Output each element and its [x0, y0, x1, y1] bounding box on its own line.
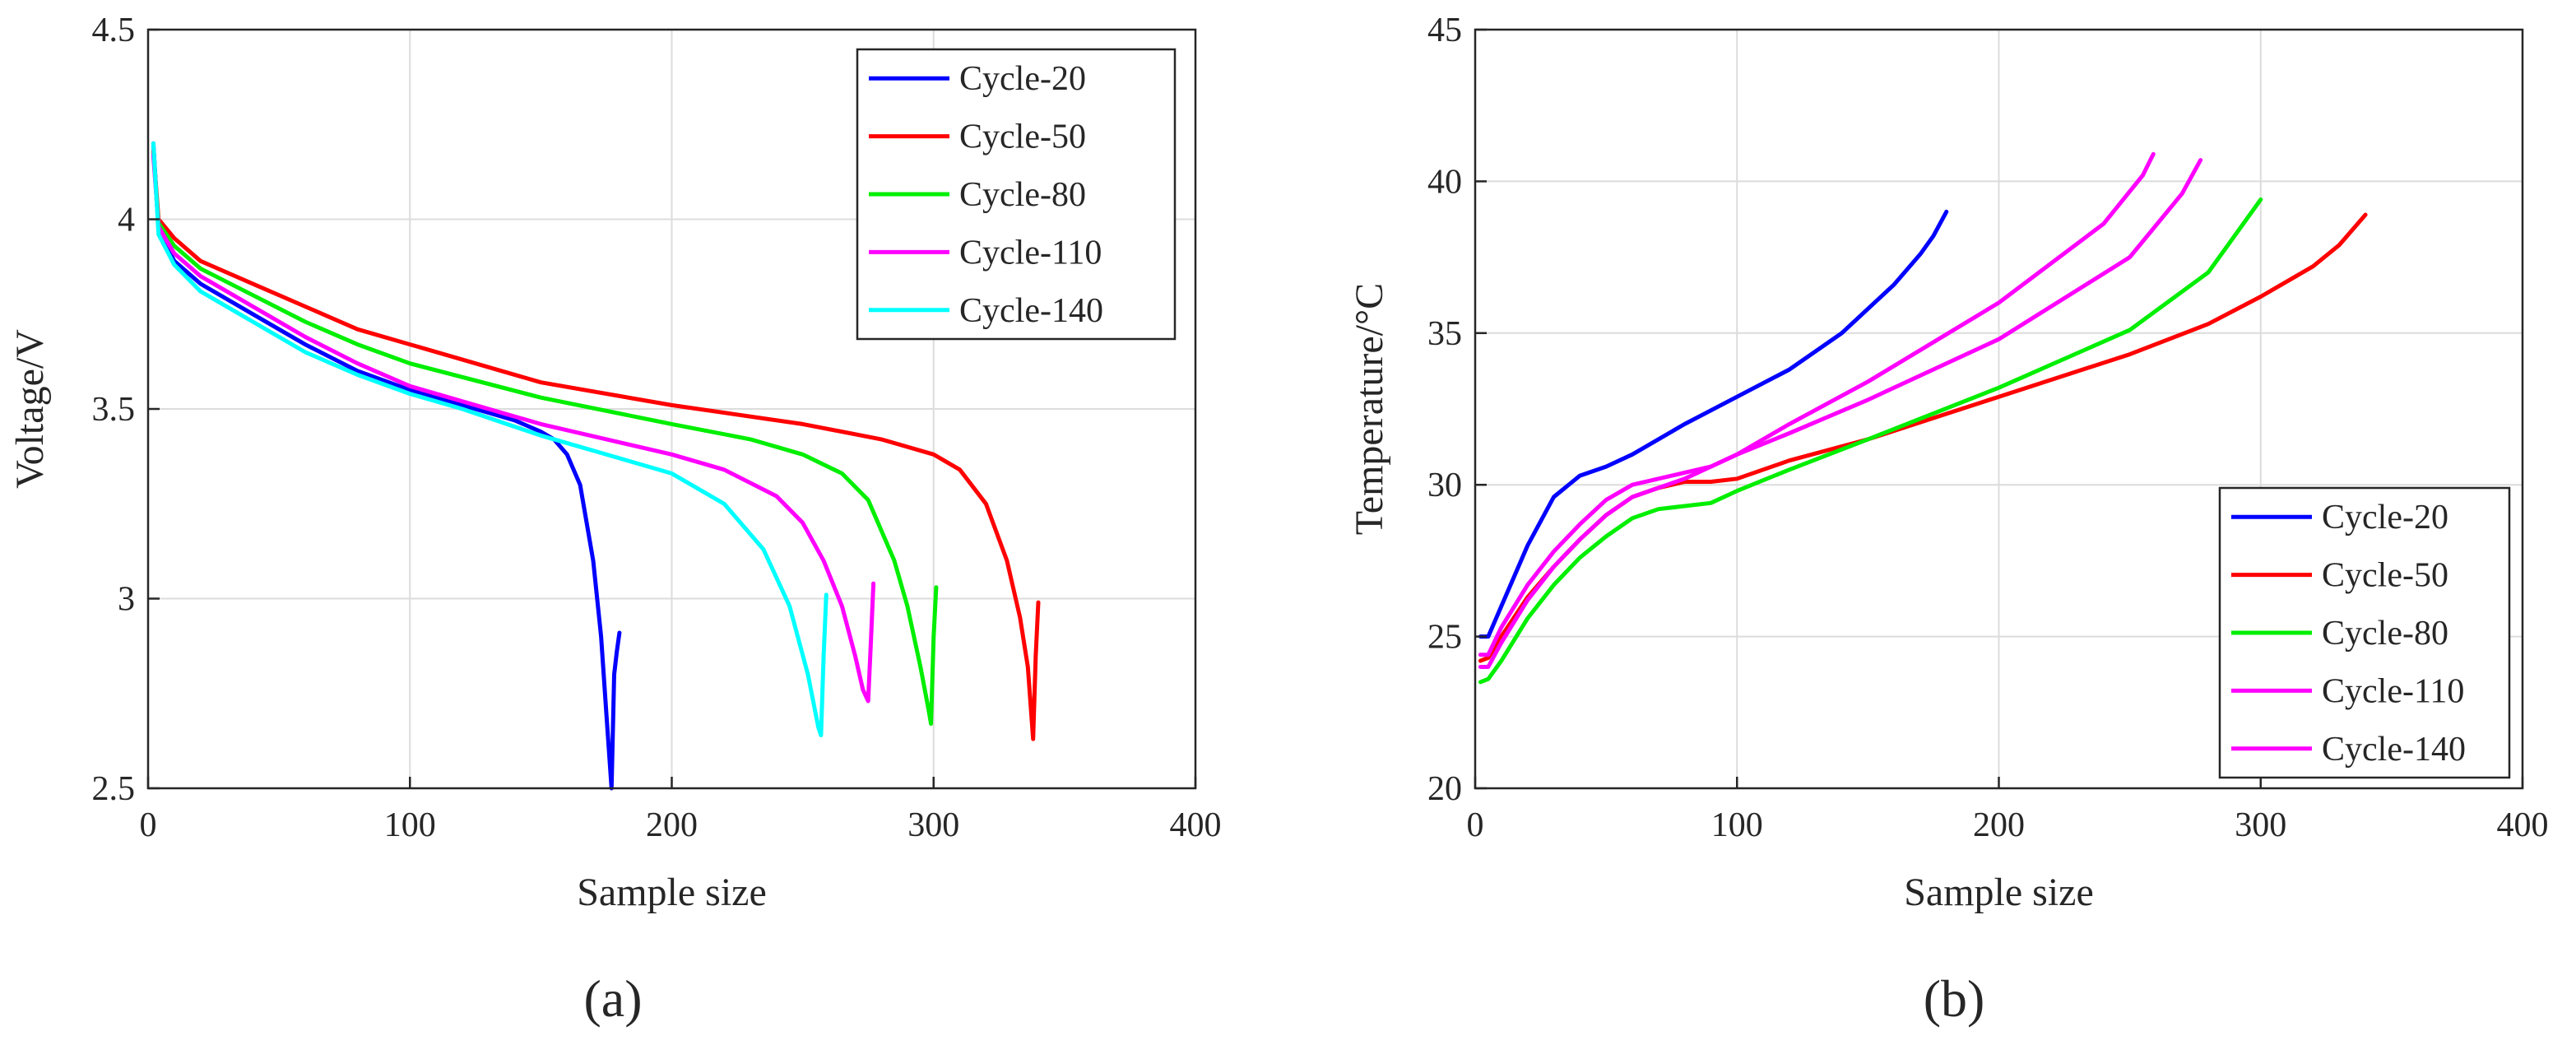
chart-b-series-cycle-110: [1478, 158, 2203, 669]
panel-label-b: (b): [1924, 969, 1985, 1028]
chart-b-xlabel: Sample size: [1904, 871, 2094, 914]
chart-a-legend-label-cycle-140: Cycle-140: [959, 292, 1103, 330]
chart-a-xtick-label-1: 100: [384, 806, 436, 844]
chart-b-ytick-label-1: 25: [1427, 619, 1462, 657]
chart-a-ytick-label-4: 4.5: [92, 12, 136, 49]
chart-b-legend: Cycle-20 Cycle-50 Cycle-80 Cycle-110 Cycle-1…: [2218, 486, 2511, 779]
chart-a-ytick-label-2: 3.5: [92, 391, 136, 429]
chart-b-legend-label-cycle-140: Cycle-140: [2322, 731, 2466, 769]
chart-a-legend: Cycle-20 Cycle-50 Cycle-80 Cycle-110 Cycle-1…: [856, 48, 1177, 341]
chart-b-legend-label-cycle-50: Cycle-50: [2322, 557, 2448, 595]
temperature-chart: 0 100 200 300 400 20 25 30 35 40 45 Sample size Temp…: [1348, 12, 2549, 914]
chart-a-legend-label-cycle-50: Cycle-50: [959, 118, 1086, 156]
chart-a-xtick-label-0: 0: [140, 806, 157, 844]
chart-b-xtick-label-3: 300: [2235, 806, 2286, 844]
voltage-chart: 0 100 200 300 400 2.5 3 3.5 4 4.5 Sample size Volta…: [8, 12, 1222, 914]
chart-b-series-cycle-80: [1478, 197, 2263, 685]
chart-b-series-cycle-140: [1478, 151, 2156, 657]
chart-b-ylabel: Temperature/°C: [1348, 283, 1391, 535]
chart-a-series-cycle-20: [151, 141, 622, 791]
chart-a-ylabel: Voltage/V: [8, 329, 52, 489]
chart-a-xtick-label-4: 400: [1170, 806, 1222, 844]
chart-a-xlabel: Sample size: [577, 871, 767, 914]
chart-b-legend-label-cycle-80: Cycle-80: [2322, 615, 2448, 653]
chart-a-ytick-label-1: 3: [118, 581, 135, 619]
chart-b-legend-label-cycle-110: Cycle-110: [2322, 672, 2464, 710]
chart-b-ytick-label-5: 45: [1427, 12, 1462, 49]
chart-b-xtick-label-4: 400: [2497, 806, 2549, 844]
chart-b-ytick-label-3: 35: [1427, 315, 1462, 353]
chart-b-xtick-label-0: 0: [1467, 806, 1484, 844]
chart-a-series-cycle-50: [151, 149, 1041, 741]
chart-b-ytick-label-2: 30: [1427, 467, 1462, 504]
chart-a-xtick-label-3: 300: [907, 806, 959, 844]
panel-label-a: (a): [583, 969, 642, 1028]
chart-a-legend-label-cycle-110: Cycle-110: [959, 234, 1102, 272]
chart-b-legend-label-cycle-20: Cycle-20: [2322, 499, 2448, 536]
chart-a-ytick-label-3: 4: [118, 202, 135, 239]
chart-b-ytick-label-0: 20: [1427, 770, 1462, 808]
chart-b-series-cycle-20: [1478, 209, 1949, 639]
chart-b-xtick-label-1: 100: [1711, 806, 1763, 844]
chart-b-ytick-label-4: 40: [1427, 163, 1462, 201]
chart-a-legend-label-cycle-80: Cycle-80: [959, 176, 1086, 214]
chart-a-series-cycle-80: [151, 152, 939, 727]
chart-a-series-cycle-110: [151, 152, 876, 704]
chart-b-xtick-label-2: 200: [1973, 806, 2025, 844]
chart-a-xtick-label-2: 200: [646, 806, 698, 844]
chart-a-ytick-label-0: 2.5: [92, 770, 136, 808]
chart-a-legend-label-cycle-20: Cycle-20: [959, 60, 1086, 98]
chart-a-series-cycle-140: [151, 141, 828, 737]
